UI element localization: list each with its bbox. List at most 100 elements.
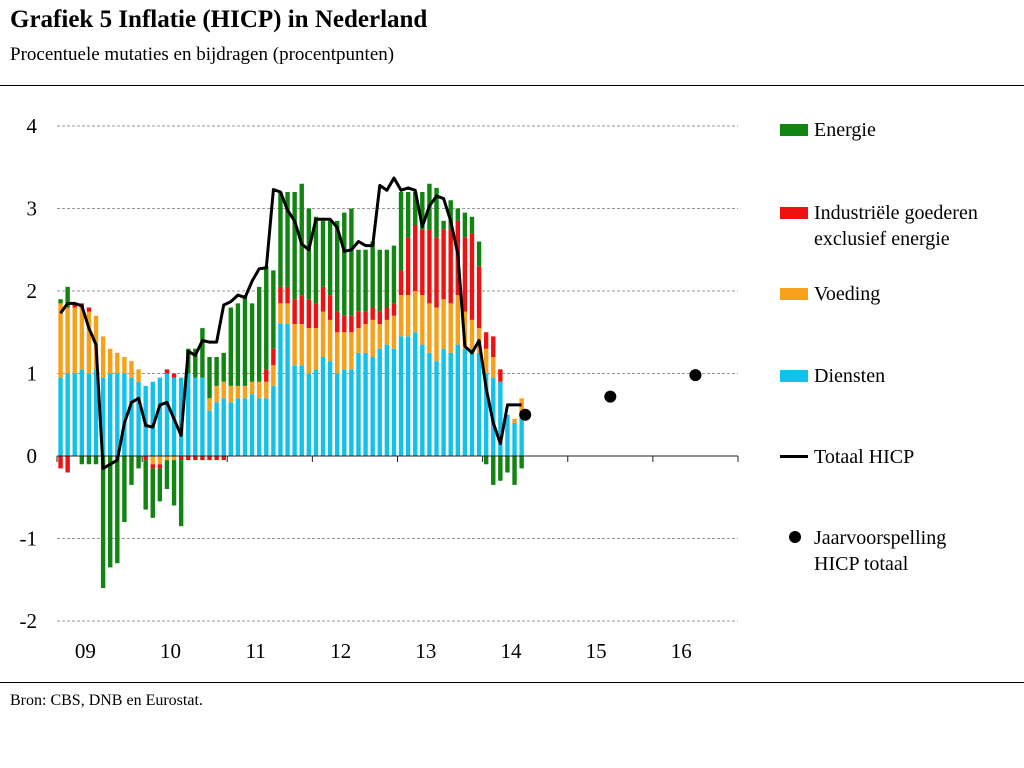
bar-segment: [58, 303, 63, 378]
chart-title: Grafiek 5 Inflatie (HICP) in Nederland: [10, 6, 428, 33]
bar-segment: [157, 468, 163, 502]
bar-segment: [214, 357, 219, 386]
bar-segment: [221, 352, 226, 382]
bar-segment: [469, 216, 475, 234]
legend-label: Voeding: [814, 283, 881, 305]
bar-segment: [129, 456, 134, 485]
bar-segment: [462, 237, 468, 312]
x-tick-label: 11: [246, 639, 266, 663]
total-hicp-line: [59, 176, 522, 470]
bar-segment: [221, 381, 226, 399]
bar-segment: [476, 266, 482, 329]
bar-segment: [235, 385, 241, 399]
bar-segment: [207, 357, 212, 399]
bar-segment: [100, 336, 106, 378]
legend-label: Jaarvoorspelling HICP totaal: [814, 527, 947, 575]
bar-segment: [363, 311, 368, 324]
bar-segment: [136, 456, 141, 469]
bar-segment: [79, 369, 85, 456]
bar-segment: [115, 456, 120, 564]
bar-segment: [427, 303, 432, 353]
bar-segment: [285, 286, 290, 304]
bar-segment: [505, 414, 510, 456]
bar-segment: [413, 291, 418, 333]
bar-segment: [391, 245, 397, 304]
bar-segment: [143, 460, 148, 510]
bar-segment: [221, 456, 226, 461]
bar-segment: [420, 344, 425, 456]
bar-segment: [498, 369, 503, 382]
bar-segment: [221, 398, 226, 456]
bar-segment: [349, 208, 354, 316]
bar-segment: [72, 373, 77, 456]
bar-segment: [405, 237, 411, 296]
bar-segment: [278, 324, 283, 456]
x-tick-label: 13: [415, 639, 436, 663]
source-note: Bron: CBS, DNB en Eurostat.: [10, 692, 203, 709]
bar-segment: [398, 295, 404, 337]
gridlines: [57, 125, 738, 622]
bar-segment: [299, 365, 304, 456]
legend-dot: [789, 531, 801, 543]
bar-segment: [249, 303, 255, 382]
bar-segment: [320, 220, 326, 287]
bar-segment: [157, 377, 163, 456]
bar-segment: [384, 319, 390, 345]
bar-segment: [108, 348, 113, 374]
y-tick-label: 2: [27, 279, 38, 303]
x-tick-label: 10: [160, 639, 181, 663]
bar-segment: [377, 249, 382, 312]
bar-segment: [455, 295, 460, 345]
bar-segment: [193, 456, 198, 461]
bar-segment: [342, 315, 347, 333]
bar-segment: [405, 295, 411, 337]
forecast-dots: [519, 369, 702, 421]
bar-segment: [342, 369, 347, 456]
bar-segment: [264, 381, 269, 399]
bar-segment: [164, 373, 170, 456]
bar-segment: [200, 328, 205, 378]
bar-segment: [65, 373, 70, 456]
bar-segment: [434, 237, 439, 308]
bar-segment: [505, 456, 510, 473]
bar-segment: [462, 348, 468, 456]
x-tick-label: 15: [586, 639, 607, 663]
bar-segment: [405, 336, 411, 456]
bar-segment: [320, 357, 326, 456]
bar-segment: [58, 456, 63, 469]
bar-segment: [299, 295, 304, 324]
bar-segment: [306, 208, 312, 300]
bar-segment: [58, 377, 63, 456]
bar-segment: [285, 303, 290, 324]
x-tick-label: 16: [671, 639, 692, 663]
bar-segment: [207, 398, 212, 411]
bar-segment: [164, 456, 170, 461]
bar-segment: [79, 307, 85, 370]
bar-segment: [405, 192, 411, 238]
bar-segment: [356, 249, 361, 312]
bar-segment: [420, 192, 425, 230]
bar-segment: [462, 212, 468, 238]
bar-segment: [242, 398, 248, 456]
bar-segment: [476, 352, 482, 456]
bar-segment: [448, 303, 453, 353]
bar-segment: [86, 373, 92, 456]
bar-segment: [377, 324, 382, 349]
bar-segment: [136, 381, 141, 456]
bar-segment: [93, 456, 99, 465]
bar-segment: [363, 352, 368, 456]
bar-segment: [327, 319, 333, 362]
legend-line: [780, 455, 808, 458]
bar-segment: [271, 348, 276, 366]
bar-segment: [335, 332, 340, 374]
bar-segment: [512, 423, 517, 456]
bar-segment: [455, 208, 460, 221]
bar-segment: [292, 299, 297, 324]
bar-segment: [86, 456, 92, 465]
bar-segment: [249, 394, 255, 456]
legend-swatch: [780, 370, 808, 382]
bar-segment: [157, 464, 163, 469]
bar-segment: [483, 373, 489, 456]
bar-segment: [65, 307, 70, 374]
